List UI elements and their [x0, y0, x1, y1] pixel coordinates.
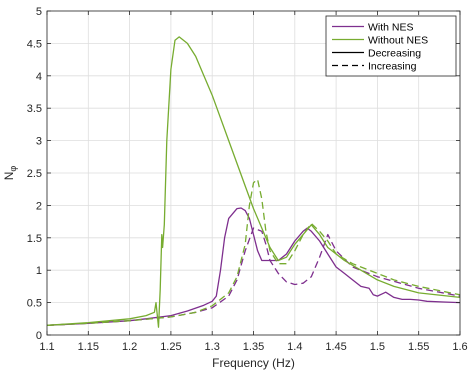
y-tick-label: 2 — [36, 200, 42, 212]
x-tick-label: 1.15 — [78, 341, 99, 353]
x-axis-label: Frequency (Hz) — [212, 356, 295, 370]
y-tick-label: 1 — [36, 265, 42, 277]
x-tick-label: 1.25 — [160, 341, 181, 353]
y-tick-label: 3.5 — [27, 103, 42, 115]
legend-label: Without NES — [368, 35, 428, 47]
y-tick-label: 0.5 — [27, 298, 42, 310]
x-tick-labels: 1.1 1.15 1.2 1.25 1.3 1.35 1.4 1.45 1.5 1.55 1.6 — [39, 341, 467, 353]
x-tick-label: 1.1 — [39, 341, 54, 353]
x-tick-label: 1.35 — [243, 341, 264, 353]
x-tick-label: 1.5 — [370, 341, 385, 353]
y-tick-label: 5 — [36, 6, 42, 18]
series-line-with-nes-decreasing — [46, 207, 461, 326]
x-tick-label: 1.3 — [205, 341, 220, 353]
series-lines — [46, 36, 461, 328]
x-tick-label: 1.55 — [408, 341, 429, 353]
y-tick-label: 4.5 — [27, 38, 42, 50]
legend-label: Decreasing — [368, 48, 421, 60]
y-axis-label-main: N — [2, 172, 16, 181]
y-tick-label: 1.5 — [27, 233, 42, 245]
series-line-without-nes-increasing — [46, 178, 461, 326]
y-tick-label: 0 — [36, 330, 42, 342]
legend-label: With NES — [368, 22, 414, 34]
legend-label: Increasing — [368, 61, 417, 73]
x-tick-label: 1.45 — [325, 341, 346, 353]
x-tick-label: 1.6 — [452, 341, 467, 353]
y-axis-label: Nφ — [2, 166, 18, 181]
x-tick-label: 1.2 — [122, 341, 137, 353]
y-tick-label: 3 — [36, 136, 42, 148]
y-tick-label: 2.5 — [27, 168, 42, 180]
axis-ticks — [46, 10, 461, 336]
y-axis-label-subscript: φ — [8, 166, 18, 172]
x-tick-label: 1.4 — [287, 341, 302, 353]
y-tick-labels: 0 0.5 1 1.5 2 2.5 3 3.5 4 4.5 5 — [27, 6, 42, 342]
y-tick-label: 4 — [36, 71, 42, 83]
